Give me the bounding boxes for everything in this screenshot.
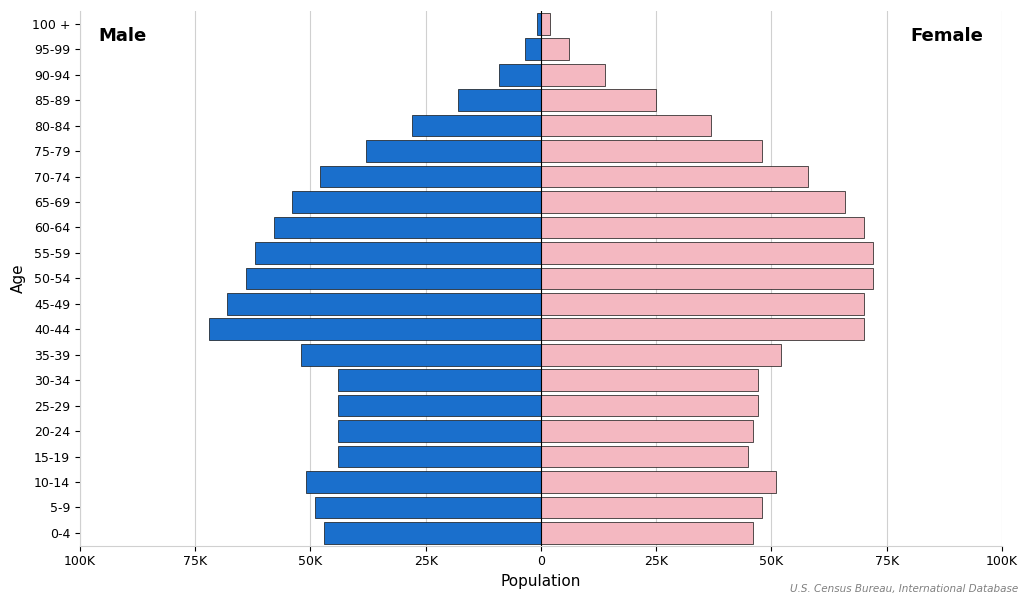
Bar — [541, 89, 657, 111]
X-axis label: Population: Population — [501, 574, 581, 589]
Bar — [339, 446, 541, 467]
Bar — [255, 242, 541, 264]
Bar — [339, 420, 541, 442]
Bar — [541, 140, 762, 162]
Bar — [365, 140, 541, 162]
Bar — [301, 344, 541, 365]
Bar — [292, 191, 541, 213]
Text: U.S. Census Bureau, International Database: U.S. Census Bureau, International Databa… — [790, 584, 1019, 594]
Bar — [541, 13, 551, 35]
Bar — [324, 522, 541, 544]
Bar — [541, 522, 753, 544]
Bar — [541, 446, 748, 467]
Bar — [227, 293, 541, 314]
Bar — [412, 115, 541, 136]
Bar — [541, 293, 863, 314]
Bar — [541, 344, 781, 365]
Bar — [339, 370, 541, 391]
Text: Male: Male — [99, 27, 146, 45]
Bar — [541, 217, 863, 238]
Bar — [541, 319, 863, 340]
Bar — [541, 242, 873, 264]
Bar — [541, 64, 605, 86]
Bar — [339, 395, 541, 416]
Bar — [274, 217, 541, 238]
Bar — [320, 166, 541, 187]
Bar — [541, 268, 873, 289]
Bar — [541, 497, 762, 518]
Bar — [541, 471, 776, 493]
Bar — [541, 395, 757, 416]
Bar — [541, 191, 845, 213]
Bar — [525, 38, 541, 60]
Bar — [541, 420, 753, 442]
Bar — [541, 370, 757, 391]
Bar — [306, 471, 541, 493]
Text: Female: Female — [911, 27, 984, 45]
Bar — [541, 166, 808, 187]
Bar — [209, 319, 541, 340]
Y-axis label: Age: Age — [11, 263, 26, 293]
Bar — [499, 64, 541, 86]
Bar — [315, 497, 541, 518]
Bar — [541, 115, 711, 136]
Bar — [541, 38, 569, 60]
Bar — [458, 89, 541, 111]
Bar — [246, 268, 541, 289]
Bar — [537, 13, 541, 35]
